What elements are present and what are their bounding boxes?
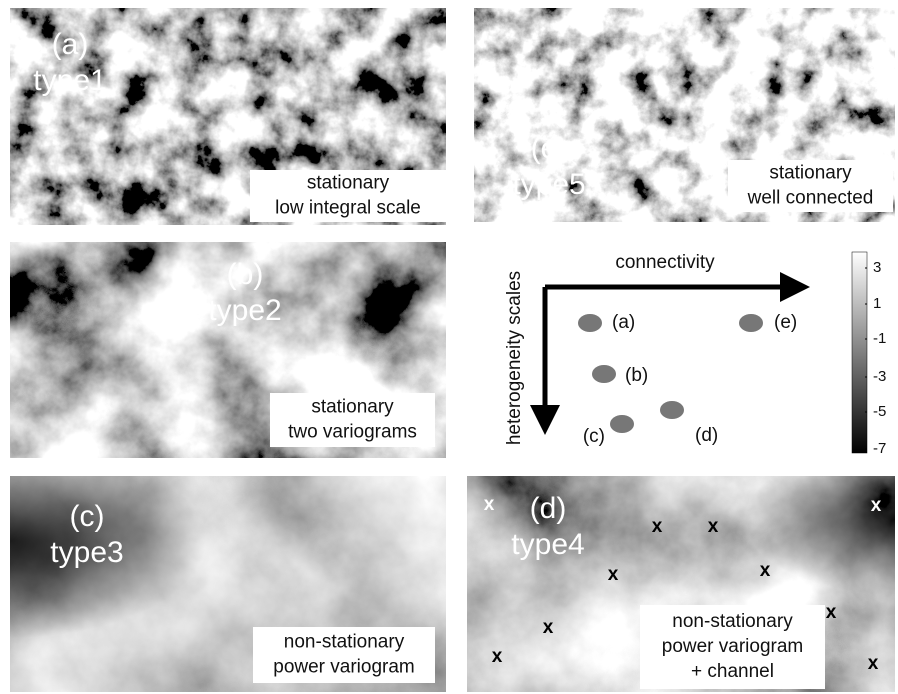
panel-label: (a) bbox=[52, 28, 89, 61]
caption-line: non-stationary bbox=[672, 611, 793, 632]
marker: x bbox=[708, 516, 719, 537]
point-label: (d) bbox=[695, 425, 718, 446]
point bbox=[660, 401, 684, 419]
caption-line: stationary bbox=[307, 173, 390, 194]
colorbar-tick-label: -5 bbox=[873, 403, 886, 420]
caption-line: power variogram bbox=[273, 657, 415, 678]
point-label: (a) bbox=[612, 312, 635, 333]
marker: x bbox=[760, 560, 771, 581]
colorbar bbox=[852, 252, 867, 453]
y-axis-label: heterogeneity scales bbox=[504, 271, 525, 445]
panel-type: type5 bbox=[512, 168, 585, 201]
caption-line: two variograms bbox=[288, 422, 417, 443]
panel-type: type1 bbox=[33, 64, 106, 97]
marker: x bbox=[543, 617, 554, 638]
panel-type: type2 bbox=[208, 294, 281, 327]
panel-type: type4 bbox=[511, 528, 584, 561]
colorbar-tick-label: -7 bbox=[873, 440, 886, 457]
panel-label: (e) bbox=[531, 132, 568, 165]
marker: x bbox=[608, 564, 619, 585]
caption-line: low integral scale bbox=[275, 198, 421, 219]
marker: x bbox=[826, 602, 837, 623]
point bbox=[739, 314, 763, 332]
point bbox=[578, 314, 602, 332]
caption-line: power variogram bbox=[662, 636, 804, 657]
panel-label: (c) bbox=[70, 500, 105, 533]
point bbox=[592, 365, 616, 383]
figure: (a)type1stationarylow integral scale(e)t… bbox=[0, 0, 898, 694]
panel-label: (b) bbox=[227, 258, 264, 291]
point-label: (e) bbox=[774, 312, 797, 333]
caption-line: non-stationary bbox=[284, 632, 405, 653]
marker: x bbox=[492, 646, 503, 667]
diagram: connectivity heterogeneity scales (a) (e)… bbox=[504, 252, 886, 457]
point-label: (c) bbox=[583, 426, 605, 447]
colorbar-tick-label: 1 bbox=[873, 295, 881, 312]
colorbar-tick-label: -3 bbox=[873, 368, 886, 385]
colorbar-tick-label: 3 bbox=[873, 259, 881, 276]
caption-line: stationary bbox=[769, 163, 852, 184]
caption-line: + channel bbox=[691, 661, 774, 682]
point-label: (b) bbox=[625, 365, 648, 386]
marker: x bbox=[652, 516, 663, 537]
marker: x bbox=[871, 495, 882, 516]
marker: x bbox=[484, 494, 495, 515]
point bbox=[610, 415, 634, 433]
marker: x bbox=[868, 653, 879, 674]
x-axis-label: connectivity bbox=[615, 252, 715, 273]
caption-line: well connected bbox=[747, 188, 874, 209]
panel-type: type3 bbox=[50, 536, 123, 569]
caption-line: stationary bbox=[311, 397, 394, 418]
panel-label: (d) bbox=[530, 492, 567, 525]
colorbar-tick-label: -1 bbox=[873, 330, 886, 347]
